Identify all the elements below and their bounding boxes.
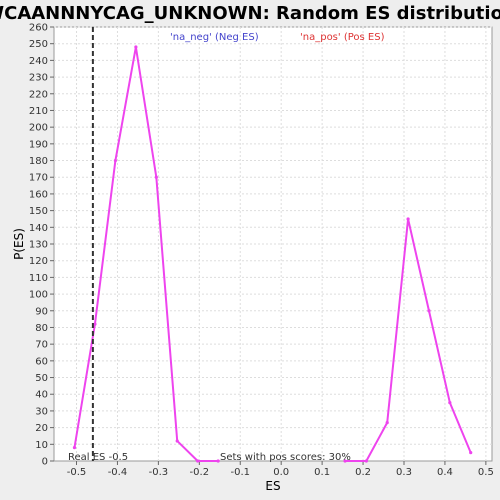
y-tick-label: 70	[35, 340, 48, 351]
y-axis-ticks: 0 10 20 30 40 50 60 70 80 90 100 110 120 130 140 150 160…	[29, 23, 54, 468]
y-tick-label: 50	[35, 373, 48, 384]
data-point	[343, 459, 347, 463]
pos-scores-annotation: Sets with pos scores: 30%	[220, 452, 351, 463]
series	[72, 45, 473, 463]
data-point	[427, 309, 431, 313]
y-tick-label: 130	[29, 240, 48, 251]
data-point	[175, 439, 179, 443]
y-tick-label: 150	[29, 206, 48, 217]
x-tick-label: 0.0	[273, 467, 289, 478]
y-tick-label: 30	[35, 406, 48, 417]
data-point	[469, 451, 473, 455]
x-tick-label: 0.1	[314, 467, 330, 478]
y-tick-label: 180	[29, 156, 48, 167]
y-axis-label: P(ES)	[12, 228, 26, 260]
x-tick-label: 0.2	[355, 467, 371, 478]
x-tick-label: 0.3	[396, 467, 412, 478]
data-point	[364, 459, 368, 463]
data-point	[113, 158, 118, 163]
y-tick-label: 140	[29, 223, 48, 234]
x-tick-label: 0.5	[478, 467, 494, 478]
y-tick-label: 60	[35, 356, 48, 367]
y-tick-label: 0	[42, 457, 48, 468]
data-point	[216, 459, 220, 463]
x-tick-label: -0.5	[67, 467, 87, 478]
y-tick-label: 200	[29, 123, 48, 134]
y-tick-label: 230	[29, 73, 48, 84]
data-point	[72, 446, 77, 450]
y-tick-label: 20	[35, 423, 48, 434]
y-tick-label: 110	[29, 273, 48, 284]
legend-pos-es: 'na_pos' (Pos ES)	[300, 32, 385, 43]
series-line-0	[73, 46, 219, 462]
x-axis-ticks: -0.5 -0.4 -0.3 -0.2 -0.1 0.0 0.1 0.2 0.3 0.4 0.5	[67, 461, 494, 478]
y-tick-label: 170	[29, 173, 48, 184]
y-tick-label: 40	[35, 390, 48, 401]
data-point	[196, 459, 200, 463]
grid	[54, 26, 492, 461]
data-point	[385, 421, 389, 425]
data-point	[93, 322, 97, 326]
y-tick-label: 260	[29, 23, 48, 34]
data-point	[406, 217, 410, 221]
data-point	[134, 45, 138, 49]
x-axis-label: ES	[265, 479, 280, 493]
y-tick-label: 90	[35, 306, 48, 317]
x-tick-label: -0.4	[108, 467, 128, 478]
y-tick-label: 160	[29, 189, 48, 200]
real-es-label: Real ES -0.5	[68, 452, 128, 463]
chart-title: WCAANNNYCAG_UNKNOWN: Random ES distribut…	[0, 3, 500, 24]
data-point	[448, 400, 452, 405]
y-tick-label: 100	[29, 290, 48, 301]
y-tick-label: 210	[29, 106, 48, 117]
y-tick-label: 250	[29, 39, 48, 50]
x-tick-label: -0.3	[149, 467, 169, 478]
legend-neg-es: 'na_neg' (Neg ES)	[170, 32, 259, 43]
x-tick-label: -0.1	[230, 467, 250, 478]
y-tick-label: 190	[29, 139, 48, 150]
y-tick-label: 10	[35, 440, 48, 451]
x-tick-label: 0.4	[437, 467, 453, 478]
y-tick-label: 80	[35, 323, 48, 334]
y-tick-label: 220	[29, 89, 48, 100]
data-point	[154, 175, 158, 179]
x-tick-label: -0.2	[190, 467, 210, 478]
y-tick-label: 120	[29, 256, 48, 267]
y-tick-label: 240	[29, 56, 48, 67]
